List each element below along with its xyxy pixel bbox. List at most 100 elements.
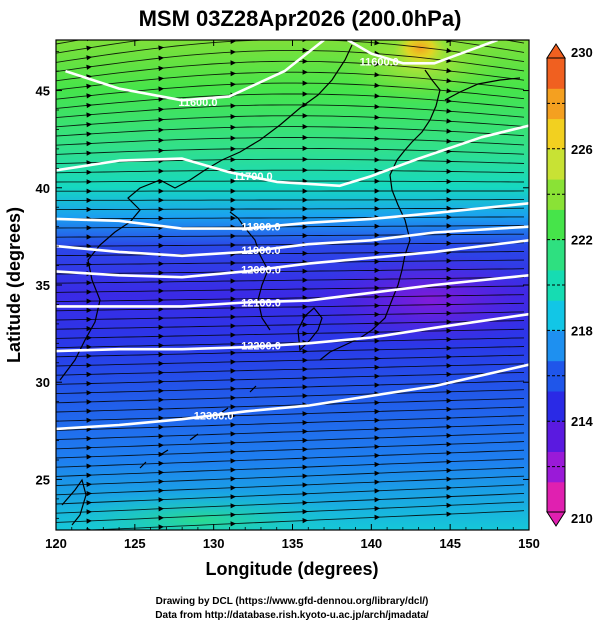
- streamline: [56, 259, 525, 266]
- colorbar-tick-label: 218: [571, 323, 593, 338]
- streamline-arrow: [446, 494, 452, 500]
- streamline-arrow: [86, 408, 92, 414]
- streamline-arrow: [230, 521, 236, 527]
- streamline-arrow: [86, 454, 92, 460]
- streamline-arrow: [158, 333, 164, 339]
- taiwan-coast: [61, 478, 87, 526]
- streamline: [56, 71, 525, 91]
- streamline: [56, 126, 525, 137]
- streamline-arrow: [374, 488, 380, 494]
- streamline-arrow: [374, 232, 380, 238]
- streamline-arrow: [86, 150, 92, 156]
- streamline-arrow: [446, 467, 452, 474]
- x-tick-label: 145: [439, 536, 461, 551]
- streamline-arrow: [86, 206, 92, 213]
- streamline-arrow: [158, 388, 164, 394]
- streamline-arrow: [302, 224, 308, 230]
- streamline-arrow: [446, 336, 452, 343]
- streamline-arrow: [230, 49, 236, 55]
- streamline-arrow: [158, 433, 164, 439]
- streamline-arrow: [230, 350, 236, 356]
- streamline-arrow: [158, 442, 164, 448]
- streamline-arrow: [86, 307, 92, 313]
- streamline-arrow: [158, 65, 164, 72]
- streamline-arrow: [230, 103, 236, 109]
- streamline-arrow: [86, 371, 92, 378]
- streamline-arrow: [86, 500, 92, 506]
- streamline-arrow: [302, 375, 308, 381]
- streamline-arrow: [86, 399, 92, 405]
- streamline-arrow: [446, 197, 452, 203]
- streamline: [56, 250, 525, 257]
- streamline-arrow: [446, 138, 452, 144]
- streamline-arrow: [86, 289, 92, 295]
- streamline-arrow: [374, 347, 380, 353]
- ryukyu-islands: [139, 385, 257, 469]
- streamline-arrow: [86, 481, 92, 487]
- streamline-arrow: [374, 114, 380, 120]
- streamline-arrow: [374, 61, 380, 67]
- streamline-arrow: [446, 354, 452, 360]
- streamline-arrow: [158, 55, 164, 61]
- streamline-arrow: [158, 497, 164, 503]
- streamline-arrow: [302, 331, 308, 337]
- streamline-arrow: [374, 382, 380, 388]
- streamline-arrow: [446, 118, 452, 124]
- colorbar-segment: [547, 451, 565, 483]
- contour-line: [56, 274, 529, 308]
- streamline-arrow: [230, 81, 236, 87]
- streamline-arrow: [302, 277, 308, 283]
- streamline-arrow: [86, 45, 92, 51]
- streamline-arrow: [374, 426, 380, 432]
- streamline-arrow: [230, 467, 236, 473]
- streamline-arrow: [86, 518, 92, 524]
- streamline-arrow: [302, 500, 308, 506]
- streamline-arrow: [158, 361, 164, 367]
- streamline: [56, 328, 525, 339]
- streamline-arrow: [86, 122, 92, 128]
- streamline-arrow: [302, 455, 308, 461]
- streamline-arrow: [230, 260, 236, 266]
- y-axis: 25 30 35 40 45: [36, 51, 529, 519]
- streamline-arrow: [86, 381, 92, 387]
- streamline-arrow: [302, 188, 308, 194]
- streamline-arrow: [446, 205, 452, 212]
- streamline-arrow: [158, 306, 164, 312]
- streamline-arrow: [158, 188, 164, 194]
- streamline-arrow: [230, 377, 236, 383]
- streamline-arrow: [86, 463, 92, 469]
- colorbar-tick-label: 210: [571, 511, 593, 526]
- streamline-arrow: [446, 47, 452, 54]
- streamline-arrow: [374, 461, 380, 468]
- streamline-arrow: [374, 338, 380, 344]
- height-contours: 11600.0 11600.0 11700.0 11800.0 11900.0 12000…: [56, 40, 529, 431]
- streamline: [56, 216, 524, 220]
- streamline-arrow: [158, 351, 164, 358]
- streamline-arrow: [230, 368, 236, 374]
- streamline-arrow: [446, 232, 452, 238]
- streamline-arrow: [302, 366, 308, 372]
- streamline-arrow: [302, 233, 308, 239]
- streamline-arrow: [374, 241, 380, 247]
- streamline-arrow: [86, 64, 92, 70]
- contour-label: 11900.0: [241, 245, 280, 257]
- streamline-arrow: [158, 243, 164, 249]
- colorbar-segment: [547, 269, 565, 301]
- streamline-arrow: [374, 294, 380, 300]
- streamline-arrow: [86, 344, 92, 350]
- streamline-arrow: [158, 379, 164, 385]
- streamline-arrow: [230, 440, 236, 446]
- y-axis-label: Latitude (degrees): [4, 207, 24, 363]
- streamline-arrow: [374, 400, 380, 406]
- streamline-arrow: [230, 476, 236, 482]
- streamline-arrow: [86, 179, 92, 185]
- streamline-arrow: [86, 326, 92, 332]
- streamline-arrow: [158, 148, 164, 154]
- streamline-arrow: [158, 168, 164, 174]
- streamline-arrow: [230, 215, 236, 221]
- streamline-arrow: [230, 458, 236, 464]
- streamline: [56, 475, 525, 496]
- streamline-arrow: [302, 322, 308, 328]
- streamline-arrow: [374, 479, 380, 485]
- streamline: [56, 441, 525, 459]
